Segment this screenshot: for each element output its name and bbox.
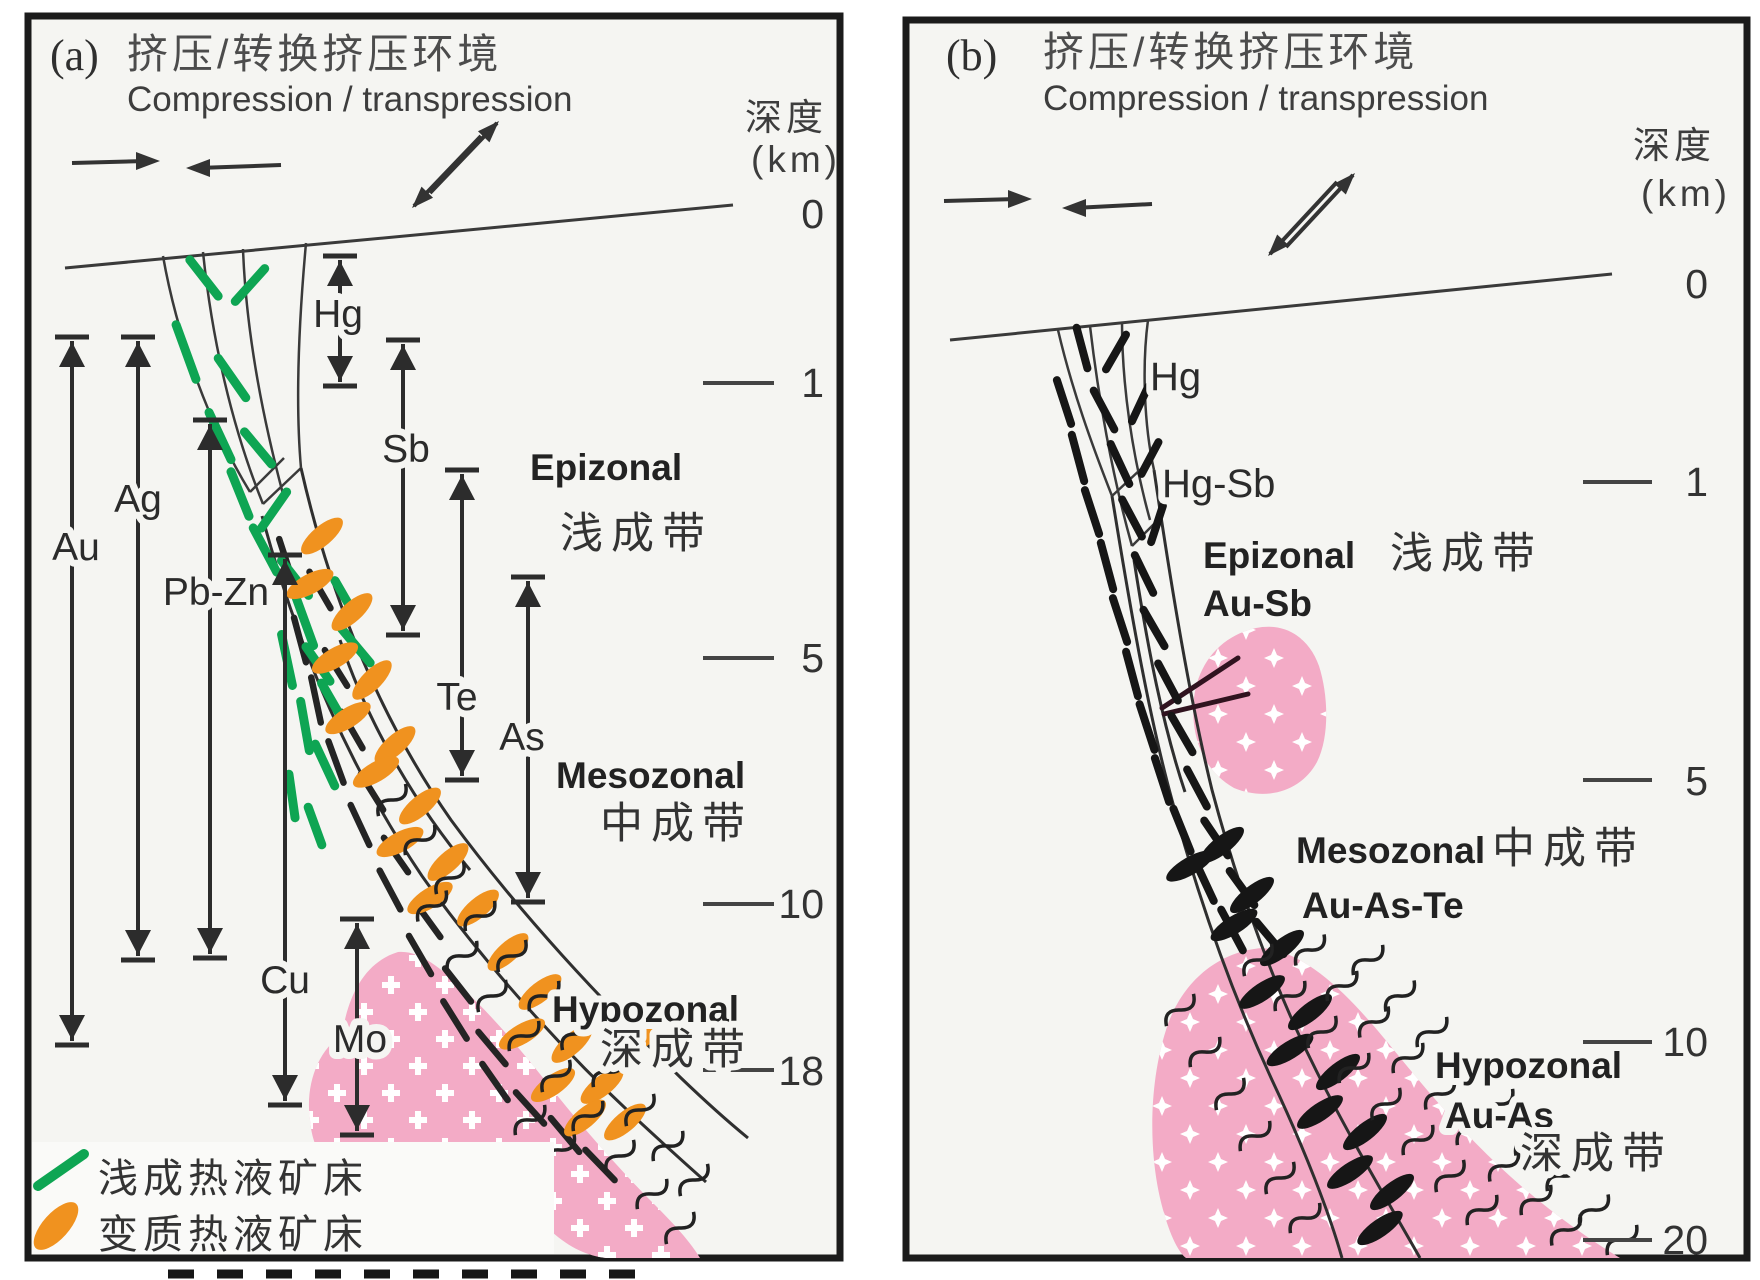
panel-a-tag: (a): [50, 31, 99, 80]
panel-b-depth-label: 深度: [1633, 125, 1715, 166]
panel-b-geology: [943, 173, 1639, 1259]
panel-a-title-en: Compression / transpression: [127, 80, 572, 119]
zone-metals-hypozonal-b: Au-As: [1445, 1095, 1554, 1136]
depth-tick-label: 1: [1685, 459, 1708, 505]
zone-label-hypozonal-zh-a: 深成带: [600, 1026, 753, 1074]
panel-b: 0 1 5 10 20 (b) 挤压/转换挤压环境 Compression / tran…: [902, 16, 1751, 1263]
element-range-label-As: As: [499, 716, 545, 759]
fault-zone-line-b: [1132, 559, 1187, 793]
element-range-label-Cu: Cu: [260, 959, 310, 1002]
panel-a-title-zh: 挤压/转换挤压环境: [127, 31, 502, 77]
panel-b-depth-unit: (km): [1641, 173, 1731, 214]
depth-tick-label: 20: [1662, 1217, 1708, 1263]
fault-zone-line-a: [260, 515, 707, 1184]
depth-tick-label: 10: [778, 881, 824, 927]
depth-tick-label: 1: [801, 360, 824, 406]
legend-label-metamorphic: 变质热液矿床: [98, 1213, 368, 1257]
zone-label-epizonal-a: Epizonal: [530, 447, 682, 488]
panel-a-geology: [64, 121, 749, 1258]
depth-tick-label: 10: [1662, 1019, 1708, 1065]
depth-tick-label: 5: [801, 635, 824, 681]
zone-label-mesozonal-zh-b: 中成带: [1492, 825, 1645, 873]
panel-b-depth-scale: 0 1 5 10 20: [1583, 261, 1708, 1263]
panel-a: Au Ag Pb-Zn Hg Sb Te As Cu Mo 0 1 5 10 18 (a) 挤压/转换挤…: [24, 12, 844, 1279]
zone-label-hypozonal-b: Hypozonal: [1435, 1045, 1622, 1086]
depth-tick-label: 18: [778, 1048, 824, 1094]
zone-label-mesozonal-zh-a: 中成带: [600, 800, 753, 848]
zone-label-mesozonal-b: Mesozonal: [1296, 830, 1485, 871]
surface-line-b: [949, 272, 1613, 342]
element-range-label-Pb-Zn: Pb-Zn: [163, 571, 269, 614]
element-range-label-Au: Au: [52, 526, 100, 569]
panel-a-element-ranges: Au Ag Pb-Zn Hg Sb Te As Cu Mo: [45, 253, 552, 1138]
fault-zone-line-b: [1110, 495, 1344, 1259]
legend-label-epithermal: 浅成热液矿床: [98, 1157, 368, 1201]
depth-tick-label: 5: [1685, 758, 1708, 804]
zone-label-epizonal-zh-b: 浅成带: [1390, 530, 1543, 578]
element-range-label-Ag: Ag: [114, 478, 162, 521]
panel-a-legend: 浅成热液矿床 变质热液矿床: [32, 1142, 554, 1257]
legend-swatch-epithermal-icon: [33, 1149, 89, 1191]
vein-label-hg-b: Hg: [1150, 355, 1201, 399]
zone-label-mesozonal-a: Mesozonal: [556, 755, 745, 796]
legend-box: [32, 1142, 554, 1254]
depth-tick-label: 0: [1685, 261, 1708, 307]
surface-line-a: [64, 203, 734, 270]
zone-label-epizonal-b: Epizonal: [1203, 535, 1355, 576]
fault-zone-line-a: [338, 639, 472, 871]
depth-tick-label: 0: [801, 191, 824, 237]
element-range-label-Mo: Mo: [333, 1018, 387, 1061]
zone-label-hypozonal-zh-b: 深成带: [1520, 1130, 1673, 1178]
zone-label-hypozonal-a: Hypozonal: [552, 989, 739, 1030]
panel-a-depth-label: 深度: [745, 97, 827, 138]
panel-a-depth-unit: (km): [751, 139, 841, 180]
legend-swatch-metamorphic-icon: [33, 1202, 79, 1250]
zone-label-epizonal-zh-a: 浅成带: [560, 510, 713, 558]
element-range-label-Sb: Sb: [382, 428, 430, 471]
panel-b-title-zh: 挤压/转换挤压环境: [1043, 29, 1418, 75]
element-range-label-Hg: Hg: [313, 293, 363, 336]
panel-a-depth-scale: 0 1 5 10 18: [703, 191, 824, 1094]
zone-metals-mesozonal-b: Au-As-Te: [1302, 885, 1464, 926]
panel-b-tag: (b): [946, 31, 997, 80]
panel-b-title-en: Compression / transpression: [1043, 79, 1488, 118]
element-range-label-Te: Te: [436, 676, 477, 719]
zone-metals-epizonal-b: Au-Sb: [1203, 583, 1312, 624]
vein-label-hg-sb-b: Hg-Sb: [1162, 462, 1275, 506]
